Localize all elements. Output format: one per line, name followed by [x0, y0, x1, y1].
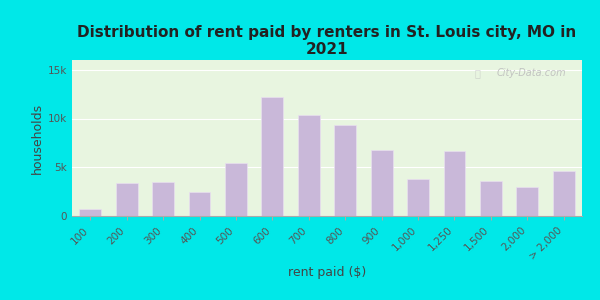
Bar: [116, 183, 137, 216]
Bar: [480, 181, 502, 216]
Bar: [407, 179, 429, 216]
Bar: [188, 192, 211, 216]
Bar: [262, 97, 283, 216]
Bar: [225, 163, 247, 216]
Title: Distribution of rent paid by renters in St. Louis city, MO in
2021: Distribution of rent paid by renters in …: [77, 25, 577, 57]
Bar: [443, 151, 466, 216]
Bar: [152, 182, 174, 216]
Bar: [79, 209, 101, 216]
X-axis label: rent paid ($): rent paid ($): [288, 266, 366, 279]
Y-axis label: households: households: [31, 102, 44, 174]
Bar: [553, 171, 575, 216]
Text: ⓘ: ⓘ: [474, 68, 480, 78]
Bar: [517, 187, 538, 216]
Bar: [298, 115, 320, 216]
Text: City-Data.com: City-Data.com: [497, 68, 567, 78]
Bar: [334, 125, 356, 216]
Bar: [371, 150, 392, 216]
